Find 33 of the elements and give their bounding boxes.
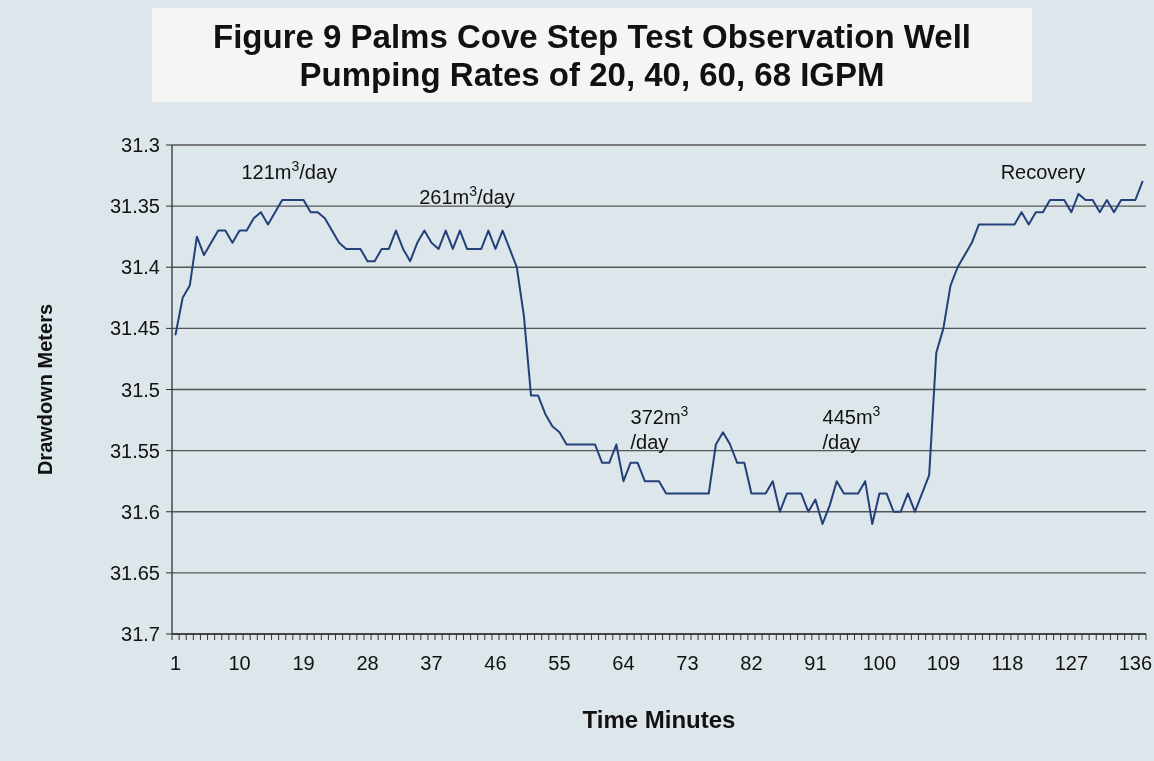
- x-tick-label: 82: [740, 652, 763, 674]
- y-tick-label: 31.65: [109, 561, 160, 584]
- y-tick-label: 31.3: [121, 134, 160, 156]
- y-tick-label: 31.35: [109, 195, 160, 218]
- x-tick-label: 28: [356, 652, 379, 674]
- x-tick-label: 127: [1054, 652, 1089, 674]
- x-tick-label: 1: [169, 652, 182, 674]
- x-tick-label: 19: [292, 652, 315, 674]
- chart-title: Figure 9 Palms Cove Step Test Observation Well Pumping Rates of 20, 40, 60, 68 IGPM: [212, 18, 972, 93]
- x-tick-label: 91: [804, 652, 827, 674]
- x-tick-label: 37: [420, 652, 443, 674]
- annotation: 121m$^{3}$/day: [241, 158, 338, 184]
- x-tick-label: 118: [991, 652, 1024, 674]
- y-tick-label: 31.7: [121, 623, 160, 645]
- x-tick-label: 64: [612, 652, 635, 674]
- annotation: 261m$^{3}$/day: [419, 182, 515, 208]
- x-tick-label: 109: [926, 652, 961, 674]
- y-tick-label: 31.4: [121, 256, 160, 279]
- y-tick-label: 31.5: [121, 378, 160, 401]
- y-tick-label: 31.45: [109, 317, 160, 340]
- x-tick-label: 55: [548, 652, 571, 674]
- text: 372m$^{3}$/day: [630, 402, 689, 453]
- y-tick-label: 31.55: [109, 439, 160, 462]
- x-tick-label: 73: [676, 652, 699, 674]
- x-tick-label: 136: [1118, 652, 1153, 674]
- text: 445m$^{3}$/day: [822, 402, 881, 453]
- y-axis-title: Drawdown Meters: [34, 303, 56, 476]
- x-tick-label: 46: [484, 652, 507, 674]
- x-tick-label: 100: [862, 652, 897, 674]
- annotation: Recovery: [1000, 161, 1086, 184]
- y-tick-label: 31.6: [121, 500, 160, 523]
- x-axis-title: Time Minutes: [582, 706, 736, 733]
- x-tick-label: 10: [228, 652, 251, 674]
